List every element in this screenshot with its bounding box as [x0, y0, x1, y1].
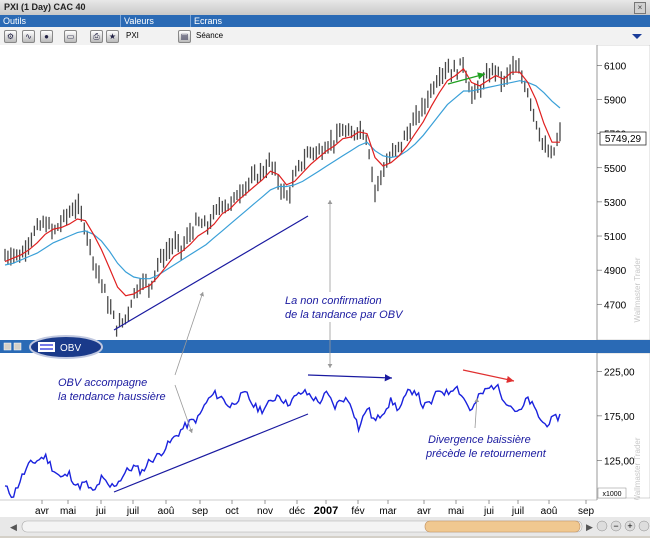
ma-long-line	[4, 80, 561, 280]
zoom-in-label: +	[627, 521, 632, 531]
obv-watermark: Wallmaster Trader	[633, 437, 642, 502]
favorite-icon[interactable]: ★	[106, 30, 119, 43]
x-tick-label-16: aoû	[541, 506, 558, 517]
obv-tab-icon	[38, 342, 55, 352]
book-icon[interactable]: ▤	[178, 30, 191, 43]
price-note-line2: de la tandance par OBV	[285, 309, 404, 321]
panel-minimize-icon[interactable]	[3, 342, 12, 351]
price-trendline	[113, 215, 309, 331]
divergence-note-line2: précède le retournement	[425, 448, 547, 460]
price-tick-label-3: 5500	[604, 164, 627, 175]
add-panel-icon[interactable]	[638, 520, 650, 532]
window-title: PXI (1 Day) CAC 40	[4, 2, 86, 12]
multiplier-label: x1000	[602, 491, 621, 498]
indicator-panel-header	[0, 340, 650, 353]
pointer-arrow-price	[174, 291, 204, 376]
ma-short-line	[4, 67, 560, 297]
menu-outils[interactable]: Outils	[0, 15, 121, 27]
pointer-arrow-obv	[174, 384, 193, 434]
x-tick-label-9: 2007	[314, 505, 338, 517]
x-tick-label-17: sep	[578, 506, 595, 517]
x-tick-label-6: oct	[225, 506, 239, 517]
obv-axis	[596, 352, 650, 499]
x-tick-label-14: jui	[483, 506, 494, 517]
session-field[interactable]: Séance	[196, 31, 224, 40]
obv-tab[interactable]	[29, 335, 103, 359]
symbol-field[interactable]: PXI	[126, 31, 139, 40]
x-tick-label-11: mar	[379, 506, 397, 517]
x-tick-label-10: fév	[351, 506, 364, 517]
toolbar: ⚙ ∿ ● ▭ ⎙ ★ PXI ▤ Séance	[0, 27, 650, 46]
zoom-in-icon[interactable]	[624, 520, 636, 532]
zoom-out-label: −	[613, 521, 618, 531]
menu-bar: Outils Valeurs Ecrans	[0, 15, 650, 27]
x-tick-label-3: juil	[126, 506, 139, 517]
chart-area: 61005900570055005300510049004700 5749,29…	[0, 44, 650, 536]
scroll-right-icon[interactable]: ▶	[586, 522, 593, 532]
print-icon[interactable]: ⎙	[90, 30, 103, 43]
chevron-down-icon[interactable]	[632, 34, 642, 39]
x-tick-label-0: avr	[35, 506, 50, 517]
close-button[interactable]: ×	[634, 2, 646, 14]
window-layout-icon[interactable]: ▭	[64, 30, 77, 43]
obv-tab-label: OBV	[60, 343, 81, 354]
window-titlebar: PXI (1 Day) CAC 40 ×	[0, 0, 650, 16]
obv-trendline	[113, 413, 309, 493]
panel-maximize-icon[interactable]	[13, 342, 22, 351]
obv-tick-label-2: 125,00	[604, 456, 635, 467]
pointer-arrow-divergence	[474, 397, 480, 429]
price-tick-label-7: 4700	[604, 300, 627, 311]
price-bars	[4, 55, 561, 337]
x-tick-label-7: nov	[257, 506, 273, 517]
current-price-box	[599, 131, 647, 146]
price-tick-label-4: 5300	[604, 198, 627, 209]
price-tick-label-1: 5900	[604, 95, 627, 106]
price-note-line1: La non confirmation	[285, 295, 382, 307]
price-tick-label-5: 5100	[604, 232, 627, 243]
menu-ecrans[interactable]: Ecrans	[194, 16, 223, 26]
globe-icon[interactable]: ●	[40, 30, 53, 43]
nav-button-icon[interactable]	[596, 520, 608, 532]
obv-tick-label-1: 175,00	[604, 412, 635, 423]
x-tick-label-12: avr	[417, 506, 432, 517]
x-tick-label-13: mai	[448, 506, 464, 517]
x-axis	[0, 500, 650, 517]
chart-svg: 61005900570055005300510049004700 5749,29…	[0, 44, 650, 536]
menu-valeurs[interactable]: Valeurs	[121, 15, 191, 27]
scroll-thumb[interactable]	[424, 520, 581, 533]
scroll-left-icon[interactable]: ◀	[10, 522, 17, 532]
x-axis-labels: avr mai jui juil aoû sep oct nov déc 2007 fév mar av…	[35, 500, 594, 517]
chart-type-icon[interactable]: ∿	[22, 30, 35, 43]
obv-y-ticks: 225,00 175,00 125,00	[597, 367, 635, 467]
x-tick-label-5: sep	[192, 506, 209, 517]
obv-tick-label-0: 225,00	[604, 367, 635, 378]
price-tick-label-6: 4900	[604, 266, 627, 277]
x-tick-label-1: mai	[60, 506, 76, 517]
divergence-note-line1: Divergence baissière	[428, 434, 531, 446]
price-axis	[596, 44, 650, 341]
price-watermark: Wallmaster Trader	[633, 257, 642, 322]
obv-flat-arrow	[307, 374, 393, 382]
price-tick-label-0: 6100	[604, 61, 627, 72]
x-tick-label-4: aoû	[158, 506, 175, 517]
tools-icon[interactable]: ⚙	[4, 30, 17, 43]
obv-divergence-arrow	[462, 369, 515, 384]
obv-line	[4, 383, 561, 499]
price-up-arrow	[447, 72, 486, 85]
obv-note-line2: la tendance haussière	[58, 391, 166, 403]
multiplier-box	[597, 487, 627, 499]
obv-note-line1: OBV accompagne	[58, 377, 147, 389]
x-tick-label-8: déc	[289, 506, 305, 517]
current-price-label: 5749,29	[605, 134, 642, 145]
zoom-out-icon[interactable]	[610, 520, 622, 532]
x-tick-label-2: jui	[95, 506, 106, 517]
x-tick-label-15: juil	[511, 506, 524, 517]
